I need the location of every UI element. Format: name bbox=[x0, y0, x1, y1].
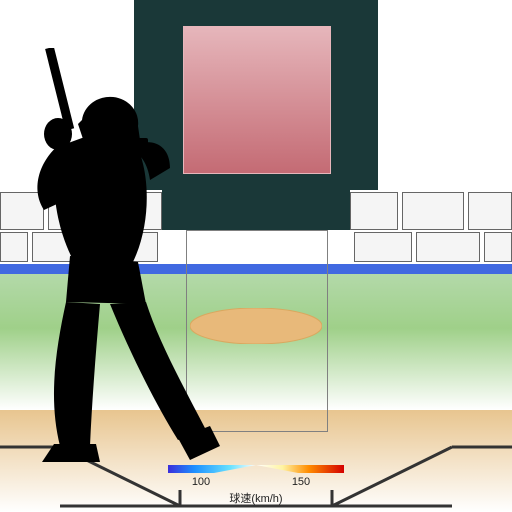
stand-r2-s4 bbox=[354, 232, 412, 262]
stand-r1-s5 bbox=[402, 192, 464, 230]
stand-r2-s5 bbox=[416, 232, 480, 262]
legend-tick-150: 150 bbox=[286, 476, 316, 488]
stand-r1-s4 bbox=[350, 192, 398, 230]
stand-r1-s6 bbox=[468, 192, 512, 230]
stand-r2-s6 bbox=[484, 232, 512, 262]
batter-silhouette bbox=[0, 48, 220, 512]
